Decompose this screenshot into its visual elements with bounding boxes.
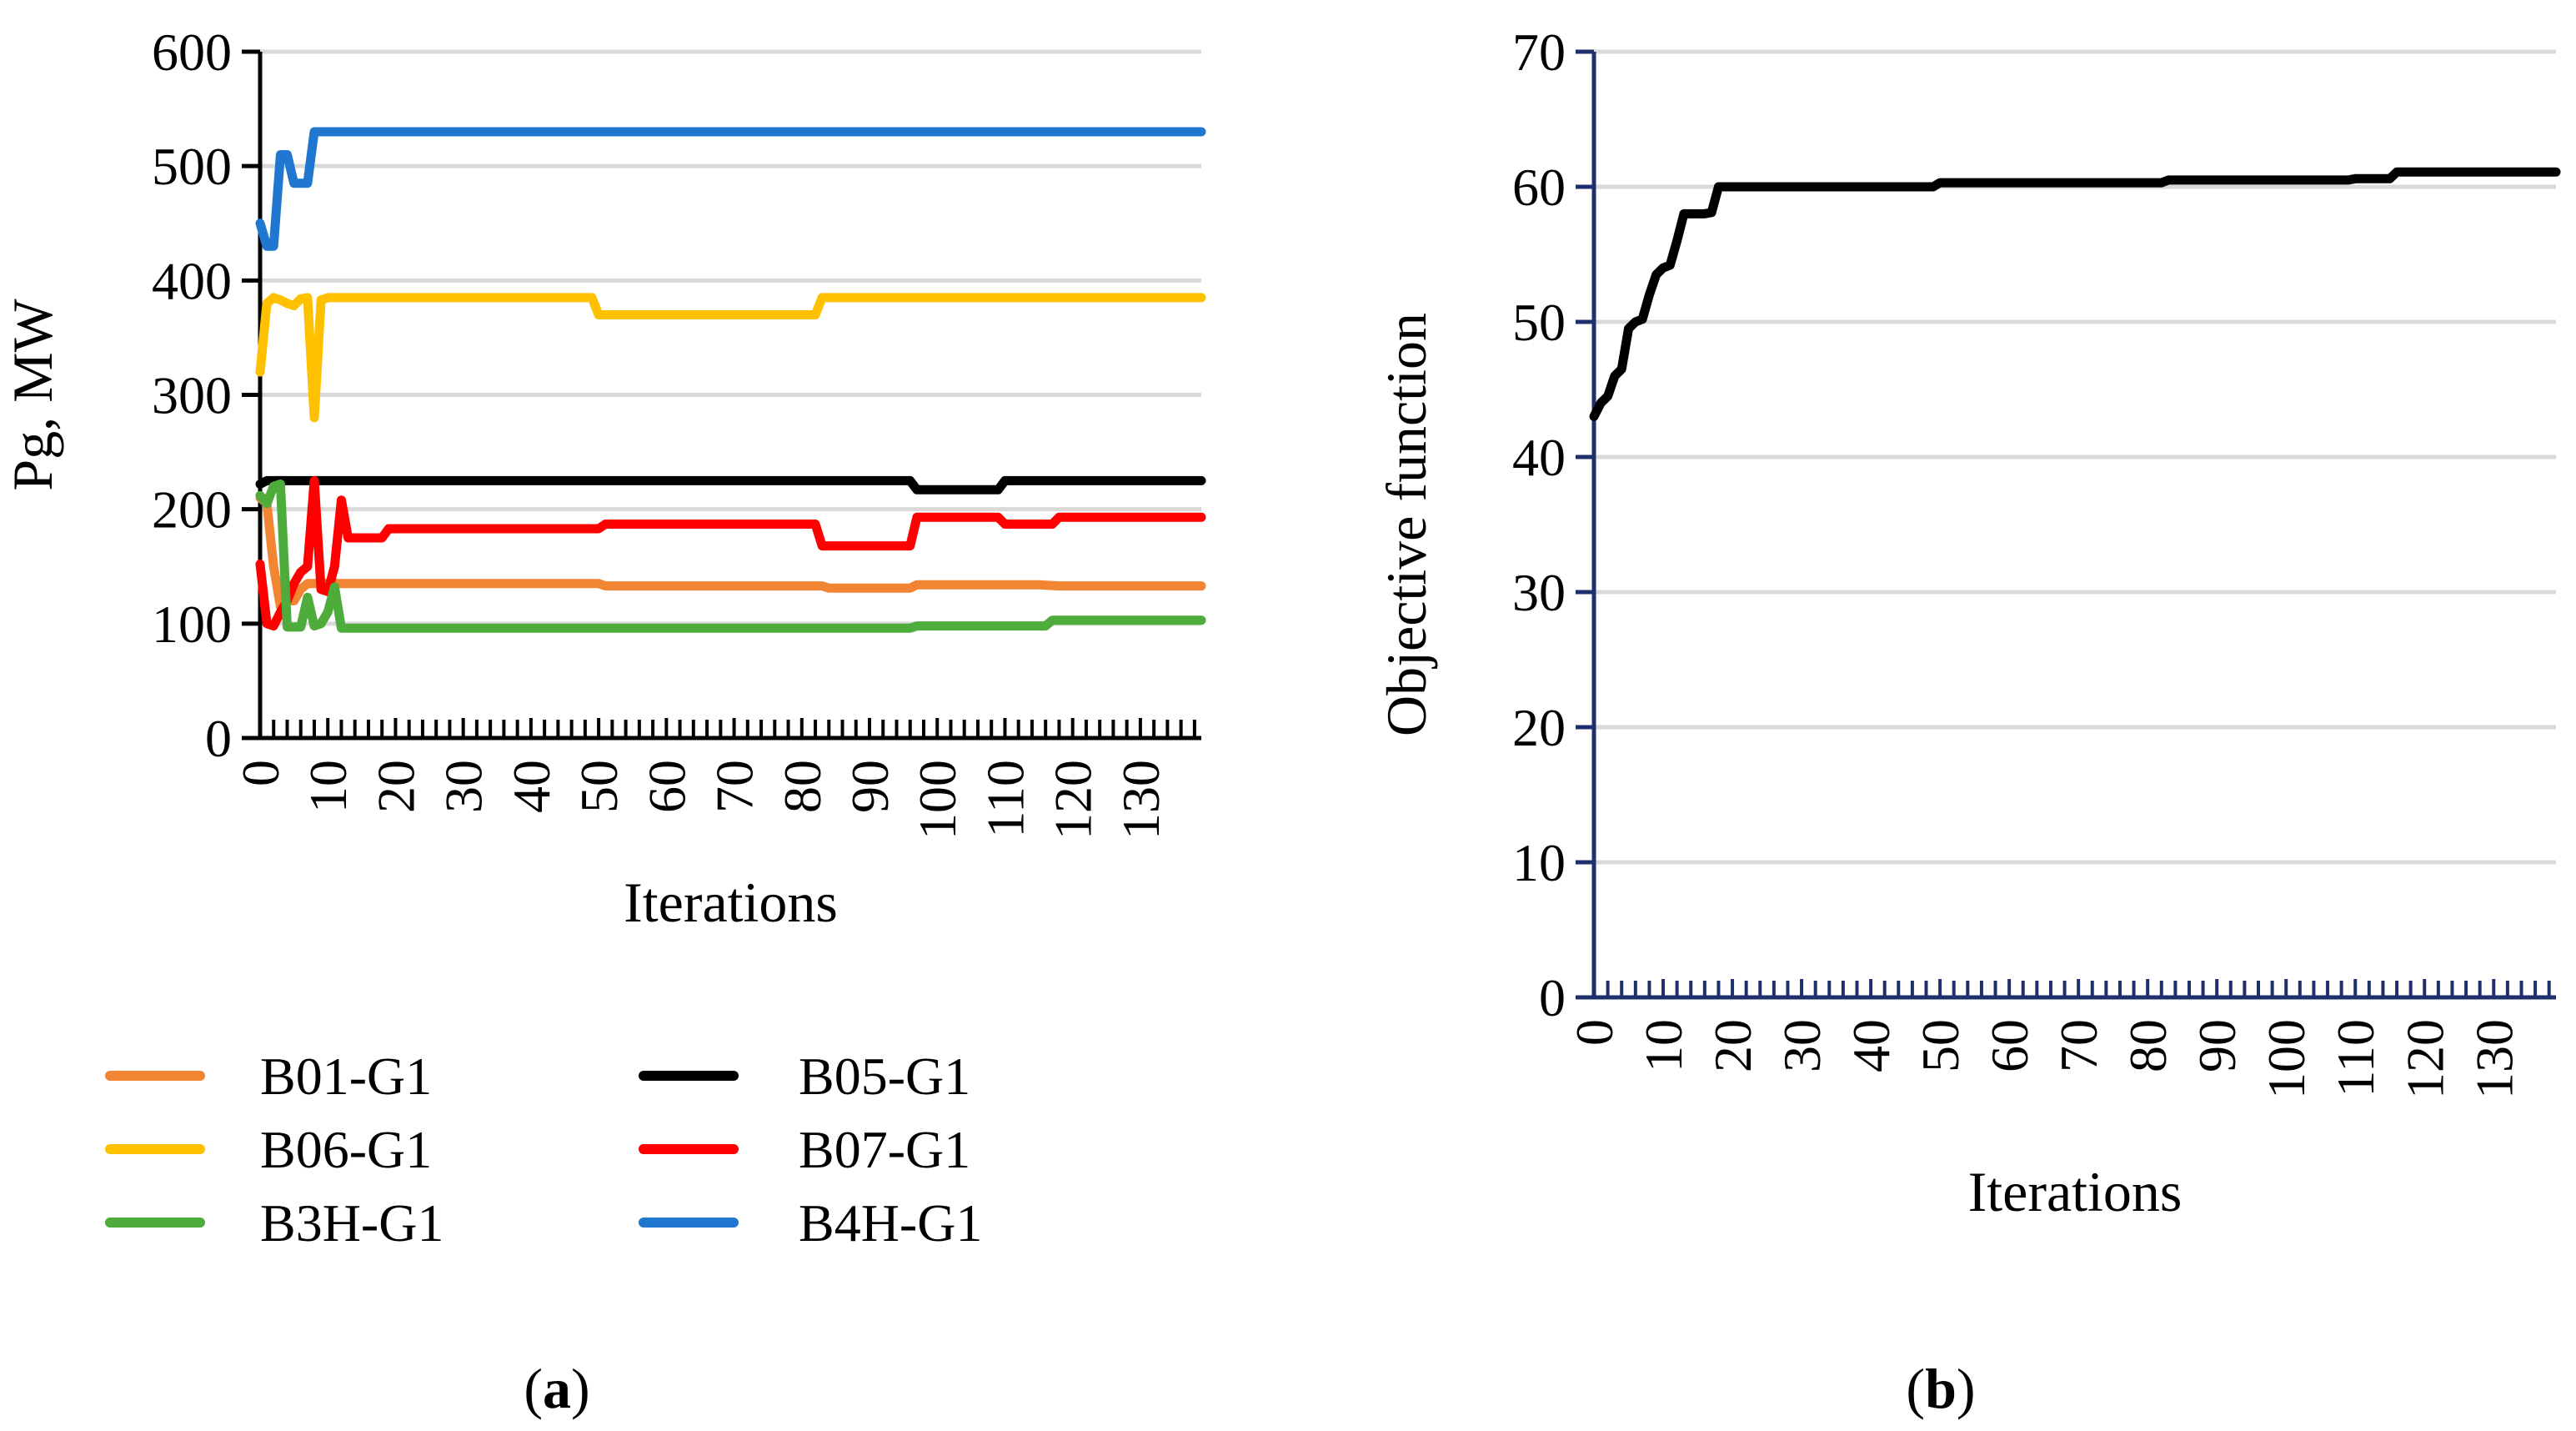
x-axis-title: Iterations [624, 871, 838, 934]
x-tick-label-130: 130 [1111, 760, 1170, 840]
y-tick-label-500: 500 [152, 137, 232, 196]
legend-label-b06-g1: B06-G1 [260, 1120, 432, 1179]
legend-label-b07-g1: B07-G1 [799, 1120, 970, 1179]
x-tick-label-70: 70 [705, 760, 764, 813]
x-tick-label-80: 80 [2118, 1019, 2178, 1072]
x-tick-label-40: 40 [1842, 1019, 1901, 1072]
x-tick-label-10: 10 [1634, 1019, 1693, 1072]
y-tick-label-10: 10 [1512, 833, 1566, 892]
y-axis-title: Objective function [1375, 313, 1438, 736]
y-tick-label-400: 400 [152, 251, 232, 310]
legend-label-b05-g1: B05-G1 [799, 1047, 970, 1106]
x-tick-label-60: 60 [1980, 1019, 2039, 1072]
x-tick-label-110: 110 [2326, 1019, 2385, 1097]
y-tick-label-60: 60 [1512, 158, 1566, 217]
x-tick-label-80: 80 [773, 760, 832, 813]
x-tick-label-90: 90 [2188, 1019, 2247, 1072]
x-tick-label-20: 20 [366, 760, 425, 813]
series-line-objective [1589, 167, 2561, 421]
y-tick-label-0: 0 [1539, 968, 1566, 1027]
x-tick-label-30: 30 [1772, 1019, 1832, 1072]
x-tick-label-100: 100 [908, 760, 967, 840]
x-tick-label-50: 50 [569, 760, 629, 813]
x-tick-label-100: 100 [2257, 1019, 2316, 1099]
x-tick-label-130: 130 [2464, 1019, 2523, 1099]
y-axis-title: Pg, MW [1, 298, 64, 490]
series-line-b4h-g1 [255, 127, 1206, 251]
x-tick-label-50: 50 [1911, 1019, 1970, 1072]
x-tick-label-120: 120 [2395, 1019, 2454, 1099]
y-tick-label-600: 600 [152, 23, 232, 82]
x-axis-title: Iterations [1968, 1160, 2183, 1223]
legend-label-b4h-g1: B4H-G1 [799, 1193, 982, 1253]
caption-a: (a) [524, 1357, 589, 1420]
x-tick-label-30: 30 [434, 760, 494, 813]
series-line-b07-g1 [255, 475, 1206, 631]
x-tick-label-120: 120 [1044, 760, 1103, 840]
y-tick-label-30: 30 [1512, 563, 1566, 622]
x-tick-label-10: 10 [298, 760, 358, 813]
y-tick-label-70: 70 [1512, 23, 1566, 82]
x-tick-label-90: 90 [840, 760, 900, 813]
y-tick-label-50: 50 [1512, 293, 1566, 352]
x-tick-label-70: 70 [2049, 1019, 2108, 1072]
y-tick-label-0: 0 [205, 709, 232, 768]
legend-label-b3h-g1: B3H-G1 [260, 1193, 444, 1253]
x-tick-label-20: 20 [1703, 1019, 1762, 1072]
series-line-b05-g1 [255, 475, 1206, 495]
y-tick-label-300: 300 [152, 366, 232, 425]
y-tick-label-40: 40 [1512, 428, 1566, 487]
y-tick-label-100: 100 [152, 595, 232, 654]
x-tick-label-0: 0 [1565, 1019, 1624, 1046]
x-tick-label-40: 40 [502, 760, 561, 813]
chart-a-legend: B01-G1 B05-G1 B06-G1 B07-G1 B3H-G1 B4H-G1 [105, 1047, 982, 1253]
y-tick-label-20: 20 [1512, 698, 1566, 757]
y-tick-label-200: 200 [152, 480, 232, 540]
x-tick-label-110: 110 [975, 760, 1035, 838]
x-tick-label-0: 0 [231, 760, 290, 786]
series-line-b06-g1 [255, 293, 1206, 423]
series-line-b3h-g1 [255, 480, 1206, 633]
caption-b: (b) [1906, 1357, 1975, 1420]
legend-label-b01-g1: B01-G1 [260, 1047, 432, 1106]
x-tick-label-60: 60 [637, 760, 696, 813]
